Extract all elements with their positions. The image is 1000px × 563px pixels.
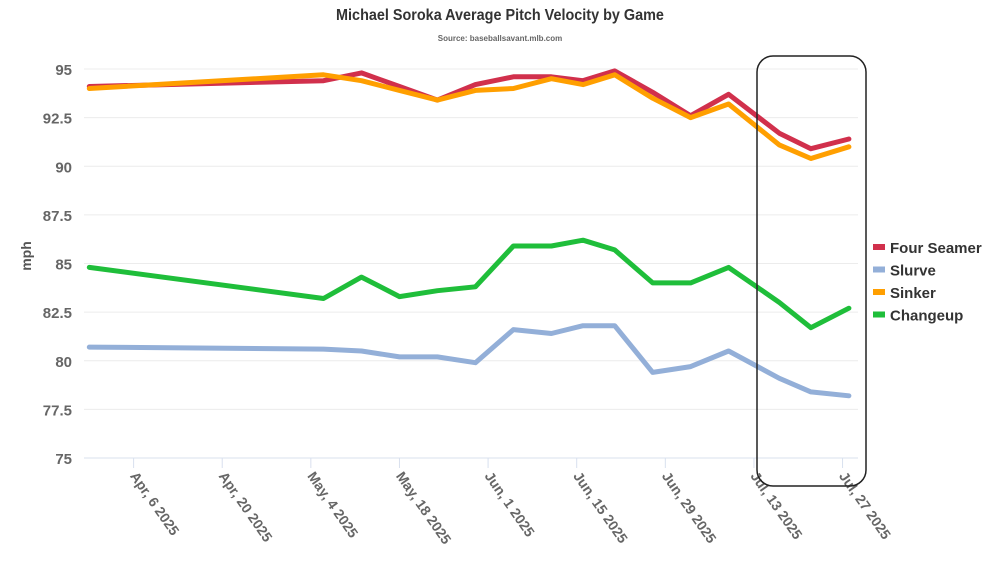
x-tick-label: Jun, 29 2025 [659, 469, 720, 547]
legend-swatch [873, 311, 885, 318]
chart-subtitle: Source: baseballsavant.mlb.com [437, 34, 563, 43]
x-tick-label: Apr, 6 2025 [127, 469, 183, 539]
x-tick-label: Jul, 27 2025 [836, 469, 894, 543]
y-tick-label: 85 [55, 257, 72, 274]
y-tick-label: 75 [55, 451, 72, 468]
legend-label: Four Seamer [890, 240, 982, 257]
x-tick-label: Apr, 20 2025 [216, 469, 276, 545]
legend-label: Changeup [890, 308, 963, 325]
series-line-four-seamer[interactable] [86, 68, 852, 152]
y-axis-label: mph [18, 241, 34, 271]
legend-label: Sinker [890, 285, 936, 302]
legend-item[interactable]: Sinker [873, 285, 936, 302]
chart-title: Michael Soroka Average Pitch Velocity by… [336, 7, 664, 24]
legend-item[interactable]: Slurve [873, 263, 936, 280]
highlight-box [756, 55, 867, 487]
x-tick-label: Jul, 13 2025 [747, 469, 805, 543]
y-tick-label: 87.5 [43, 208, 72, 225]
x-tick-label: Jun, 15 2025 [570, 469, 631, 547]
legend-swatch [873, 289, 885, 295]
legend-label: Slurve [890, 263, 936, 280]
x-tick-label: May, 18 2025 [393, 469, 455, 548]
series-line-changeup[interactable] [86, 237, 852, 331]
series-line-slurve[interactable] [86, 323, 852, 399]
y-tick-label: 77.5 [43, 402, 72, 419]
x-tick-label: May, 4 2025 [304, 469, 361, 541]
y-tick-label: 80 [55, 354, 72, 371]
y-tick-label: 82.5 [43, 305, 72, 322]
legend-item[interactable]: Four Seamer [873, 240, 982, 257]
series-line-sinker[interactable] [86, 72, 852, 161]
y-tick-label: 90 [55, 159, 72, 176]
x-tick-label: Jun, 1 2025 [482, 469, 539, 540]
y-tick-label: 95 [55, 62, 72, 79]
y-tick-label: 92.5 [43, 111, 72, 128]
legend-item[interactable]: Changeup [873, 308, 963, 325]
legend-swatch [873, 266, 885, 273]
legend-swatch [873, 244, 885, 250]
